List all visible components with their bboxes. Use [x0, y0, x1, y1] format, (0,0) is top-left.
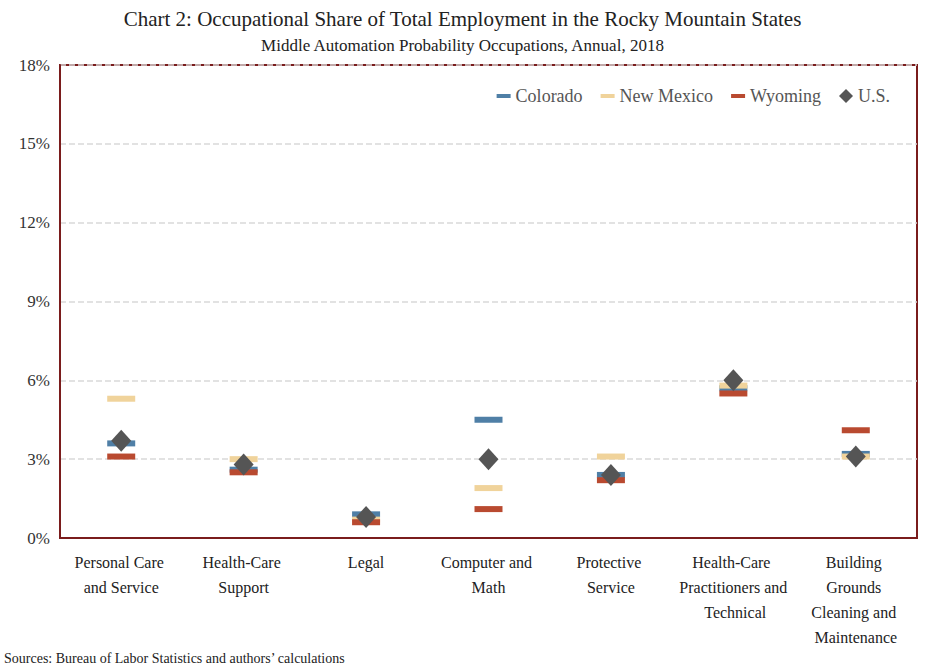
svg-text:Building: Building — [826, 554, 886, 572]
svg-text:Cleaning and: Cleaning and — [811, 604, 900, 622]
svg-text:Maintenance: Maintenance — [814, 629, 897, 646]
svg-text:Technical: Technical — [701, 604, 767, 621]
svg-text:Health-Care: Health-Care — [692, 554, 774, 571]
svg-text:Practitioners and: Practitioners and — [679, 579, 787, 596]
svg-text:Grounds: Grounds — [826, 579, 885, 596]
svg-text:and Service: and Service — [84, 579, 159, 596]
svg-text:6%: 6% — [27, 371, 50, 390]
svg-text:New Mexico: New Mexico — [620, 86, 713, 106]
svg-text:Legal: Legal — [348, 554, 385, 572]
svg-text:Protective: Protective — [576, 554, 645, 571]
svg-text:3%: 3% — [27, 450, 50, 469]
svg-text:Service: Service — [587, 579, 635, 596]
svg-text:15%: 15% — [19, 134, 50, 153]
svg-text:18%: 18% — [19, 56, 50, 75]
svg-text:9%: 9% — [27, 292, 50, 311]
svg-text:Middle Automation Probability: Middle Automation Probability Occupation… — [261, 36, 664, 55]
svg-text:12%: 12% — [19, 213, 50, 232]
svg-text:Support: Support — [218, 579, 269, 597]
svg-text:Math: Math — [472, 579, 506, 596]
svg-text:Chart 2: Occupational Share of: Chart 2: Occupational Share of Total Emp… — [124, 7, 802, 31]
svg-text:0%: 0% — [27, 529, 50, 548]
svg-text:U.S.: U.S. — [858, 86, 890, 106]
svg-text:Sources: Bureau of Labor Stati: Sources: Bureau of Labor Statistics and … — [4, 651, 345, 666]
svg-text:Computer and: Computer and — [441, 554, 536, 572]
svg-text:Personal Care: Personal Care — [75, 554, 168, 571]
svg-text:Colorado: Colorado — [516, 86, 583, 106]
svg-text:Wyoming: Wyoming — [750, 86, 821, 106]
svg-text:Health-Care: Health-Care — [203, 554, 285, 571]
